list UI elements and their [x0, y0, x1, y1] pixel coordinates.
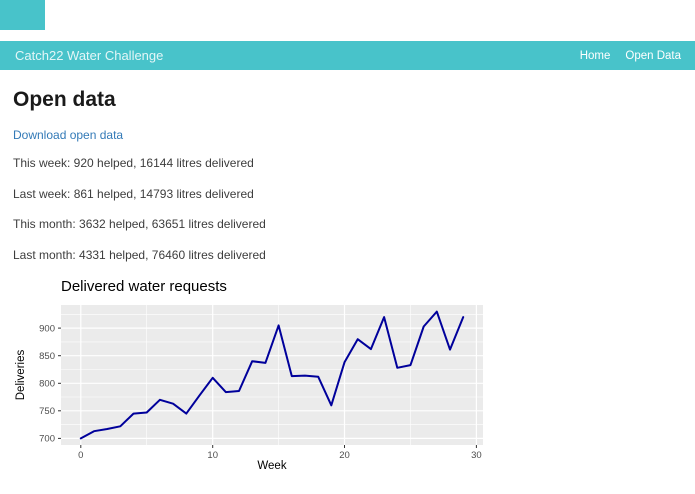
nav-link-home[interactable]: Home	[579, 49, 611, 62]
y-tick-label: 850	[39, 351, 55, 362]
navbar: Catch22 Water Challenge Home Open Data	[0, 41, 695, 70]
stat-this-week: This week: 920 helped, 16144 litres deli…	[13, 156, 254, 170]
plot-panel	[61, 305, 483, 445]
deliveries-line	[79, 310, 465, 440]
y-tick-label: 900	[39, 323, 55, 334]
main-content: Open data Download open data This week: …	[0, 88, 695, 478]
chart-title: Delivered water requests	[61, 278, 227, 295]
y-tick-label: 800	[39, 379, 55, 390]
page-title: Open data	[13, 88, 116, 111]
stat-last-month: Last month: 4331 helped, 76460 litres de…	[13, 247, 266, 262]
y-tick-label: 700	[39, 434, 55, 445]
x-tick-label: 10	[207, 450, 218, 461]
line-chart-svg: 700 750 800 850 900 0 10 20 30 Week Deliveries	[15, 305, 483, 472]
x-tick-label: 0	[78, 450, 83, 461]
x-tick-label: 20	[339, 450, 350, 461]
y-axis-label: Deliveries	[15, 350, 27, 401]
deliveries-chart: Delivered water requests 700 750 800 850 900…	[13, 278, 695, 478]
y-tick-label: 750	[39, 406, 55, 417]
nav-links: Home Open Data	[565, 50, 681, 62]
x-axis-label: Week	[257, 460, 286, 472]
x-tick-label: 30	[471, 450, 482, 461]
nav-link-open-data[interactable]: Open Data	[625, 49, 681, 62]
navbar-brand[interactable]: Catch22 Water Challenge	[15, 48, 164, 63]
download-open-data-link[interactable]: Download open data	[13, 128, 124, 142]
stat-this-month: This month: 3632 helped, 63651 litres de…	[13, 217, 266, 231]
stat-last-week: Last week: 861 helped, 14793 litres deli…	[13, 186, 254, 201]
corner-accent-block	[0, 0, 45, 30]
